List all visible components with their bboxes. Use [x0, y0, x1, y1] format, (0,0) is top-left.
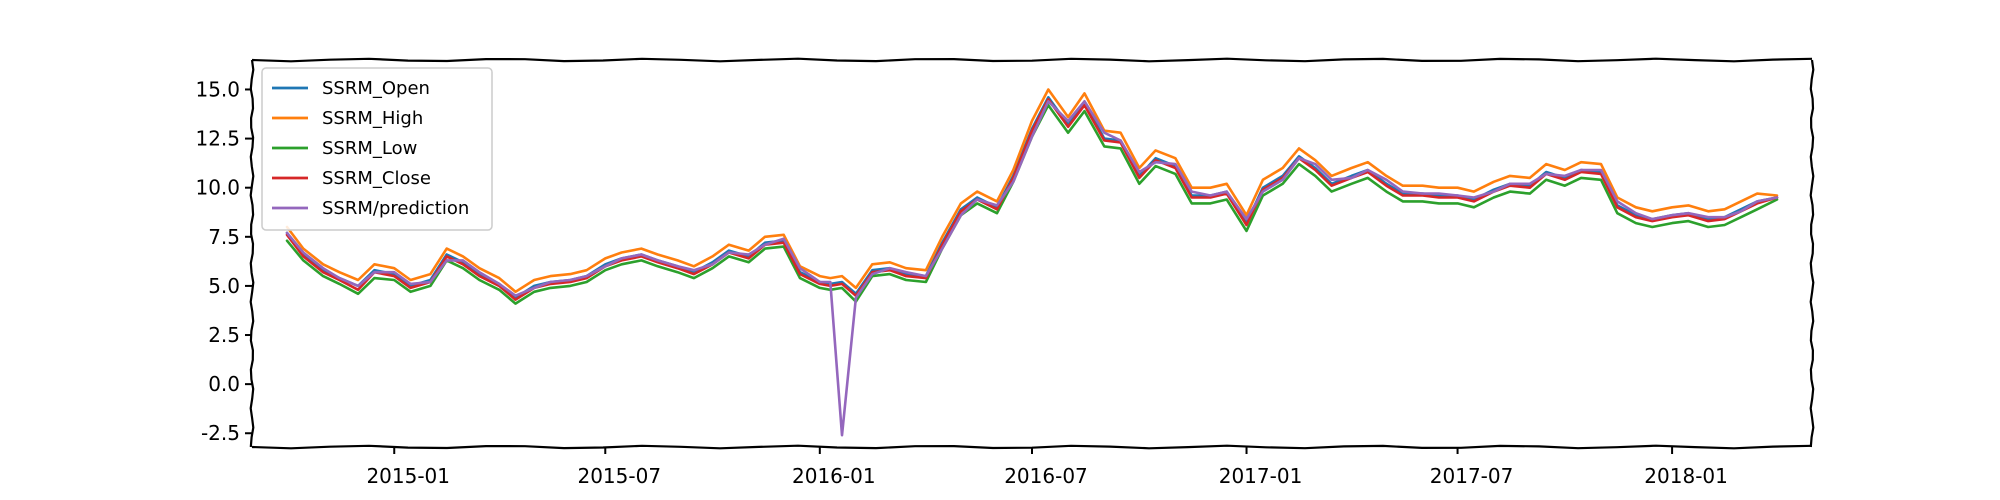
legend-label-ssrm-open: SSRM_Open [322, 78, 430, 99]
y-tick-label: 10.0 [195, 176, 240, 200]
y-axis: 15.0 12.5 10.0 7.5 5.0 2.5 0.0 -2.5 [195, 77, 252, 445]
x-tick-label: 2017-07 [1430, 464, 1514, 488]
x-tick-label: 2015-07 [577, 464, 661, 488]
legend-label-ssrm-prediction: SSRM/prediction [322, 198, 469, 219]
legend: SSRM_Open SSRM_High SSRM_Low SSRM_Close SSRM… [261, 67, 493, 231]
frame-left [249, 59, 255, 448]
x-tick-label: 2016-07 [1004, 464, 1088, 488]
y-tick-label: 0.0 [208, 372, 240, 396]
series-line-ssrm-prediction [285, 100, 1779, 437]
y-tick-label: 12.5 [195, 127, 240, 151]
x-tick-label: 2018-01 [1644, 464, 1728, 488]
y-tick-label: -2.5 [201, 421, 240, 445]
x-tick-label: 2017-01 [1219, 464, 1303, 488]
series-line-ssrm-close [285, 98, 1779, 302]
legend-box [261, 67, 493, 231]
x-axis: 2015-01 2015-07 2016-01 2016-07 2017-01 2017-… [366, 447, 1728, 488]
x-tick-label: 2015-01 [366, 464, 450, 488]
y-tick-label: 7.5 [208, 225, 240, 249]
legend-label-ssrm-high: SSRM_High [322, 108, 423, 129]
frame-right [1809, 59, 1815, 448]
frame-top [251, 57, 1813, 63]
legend-label-ssrm-close: SSRM_Close [322, 168, 431, 189]
legend-label-ssrm-low: SSRM_Low [322, 138, 417, 159]
y-tick-label: 15.0 [195, 77, 240, 101]
series-layer [285, 88, 1779, 437]
x-tick-label: 2016-01 [792, 464, 876, 488]
y-tick-label: 5.0 [208, 274, 240, 298]
series-line-ssrm-open [285, 96, 1779, 300]
y-tick-label: 2.5 [208, 323, 240, 347]
series-line-ssrm-high [285, 88, 1779, 294]
